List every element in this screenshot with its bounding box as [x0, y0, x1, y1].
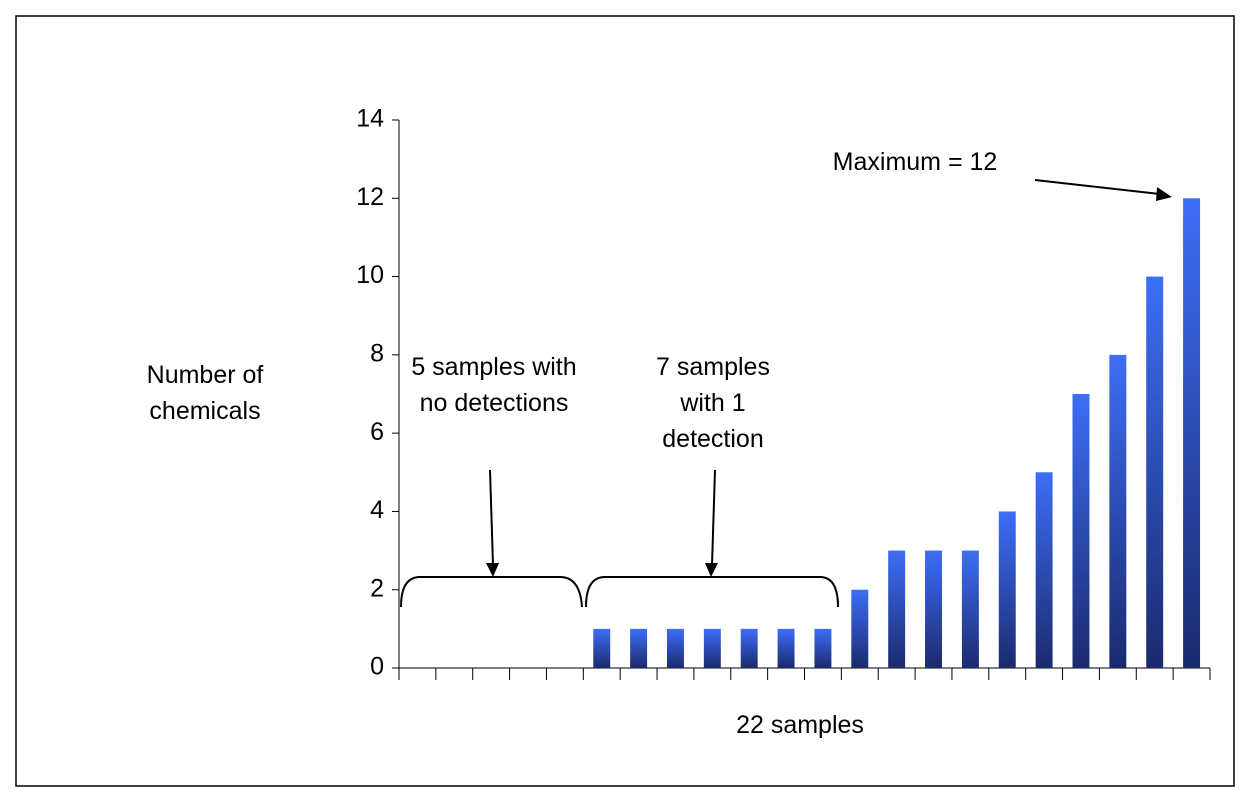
- bar: [777, 628, 795, 668]
- arrow-head: [1156, 187, 1172, 201]
- y-tick-label: 2: [370, 574, 384, 602]
- y-tick-label: 8: [370, 339, 384, 367]
- y-tick-label: 10: [356, 261, 384, 289]
- brace: [400, 576, 583, 608]
- arrow: [489, 469, 494, 566]
- annotation: Maximum = 12: [832, 148, 998, 176]
- arrow-head: [486, 563, 499, 577]
- bar: [666, 628, 684, 668]
- x-axis-label: 22 samples: [736, 711, 864, 739]
- y-axis-label: Number of chemicals: [146, 361, 264, 425]
- y-tick-label: 4: [370, 496, 384, 524]
- brace: [585, 576, 839, 608]
- annotation: 5 samples with no detections: [411, 353, 577, 417]
- frame: [15, 15, 1235, 787]
- bar: [740, 628, 758, 668]
- bar: [1072, 394, 1090, 668]
- bar: [1146, 276, 1164, 668]
- annotation: 7 samples with 1 detection: [656, 353, 770, 453]
- y-tick-label: 14: [356, 105, 384, 133]
- bar: [998, 511, 1016, 668]
- bar: [630, 628, 648, 668]
- bar: [1035, 472, 1053, 668]
- bar: [888, 550, 906, 668]
- y-tick-label: 6: [370, 418, 384, 446]
- y-tick-label: 0: [370, 653, 384, 681]
- bar: [961, 550, 979, 668]
- bar: [925, 550, 943, 668]
- bar: [851, 589, 869, 668]
- arrow: [711, 469, 716, 566]
- y-tick-label: 12: [356, 183, 384, 211]
- bar: [593, 628, 611, 668]
- bar: [814, 628, 832, 668]
- bar: [1109, 354, 1127, 668]
- arrow-head: [705, 563, 718, 577]
- bar: [1183, 198, 1201, 669]
- arrow: [1034, 179, 1161, 195]
- bar: [703, 628, 721, 668]
